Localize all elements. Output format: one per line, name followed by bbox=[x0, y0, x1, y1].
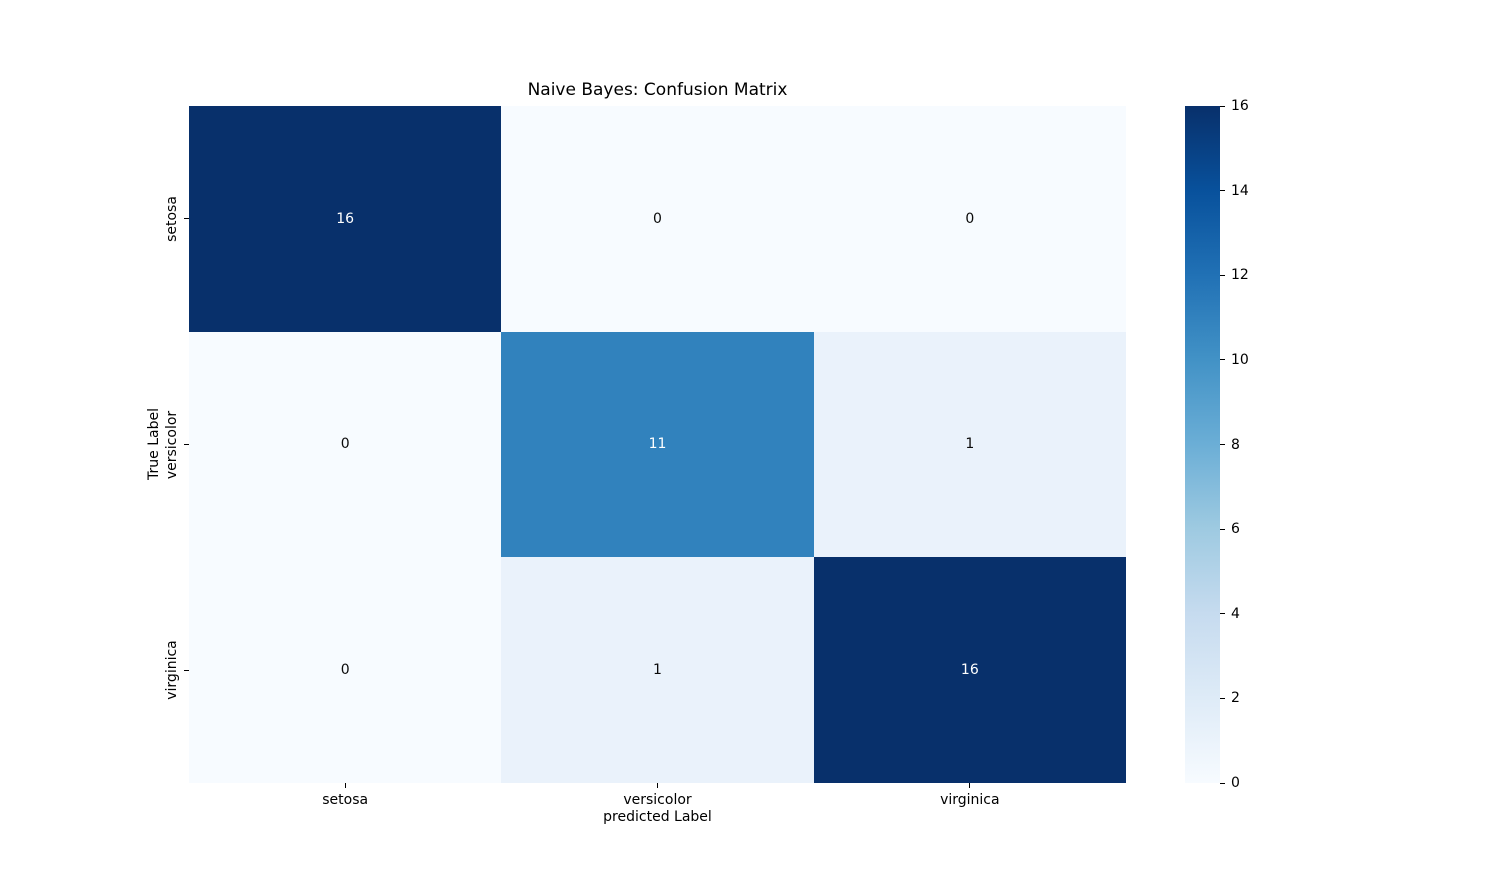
colorbar-tick-label-2: 2 bbox=[1231, 690, 1240, 707]
colorbar-tick-label-12: 12 bbox=[1231, 267, 1249, 284]
colorbar bbox=[1185, 106, 1220, 783]
x-tick-mark bbox=[344, 783, 346, 788]
colorbar-tick-mark bbox=[1220, 613, 1225, 615]
x-axis-label: predicted Label bbox=[603, 809, 712, 825]
colorbar-tick-mark bbox=[1220, 359, 1225, 361]
colorbar-tick-mark bbox=[1220, 782, 1225, 784]
y-axis-label: True Label bbox=[146, 408, 162, 480]
heatmap-cell-setosa-versicolor: 0 bbox=[501, 106, 814, 332]
heatmap-cell-virginica-setosa: 0 bbox=[189, 557, 502, 783]
heatmap-cell-versicolor-virginica: 1 bbox=[813, 331, 1126, 558]
colorbar-tick-label-16: 16 bbox=[1231, 98, 1249, 114]
heatmap-cell-versicolor-setosa: 0 bbox=[189, 331, 502, 558]
x-tick-label-setosa: setosa bbox=[322, 792, 369, 808]
colorbar-tick-label-4: 4 bbox=[1231, 605, 1240, 622]
y-tick-mark bbox=[184, 669, 189, 671]
heatmap-cell-setosa-setosa: 16 bbox=[189, 106, 502, 332]
colorbar-tick-label-0: 0 bbox=[1231, 775, 1240, 791]
colorbar-tick-mark bbox=[1220, 528, 1225, 530]
heatmap-cell-versicolor-versicolor: 11 bbox=[501, 331, 814, 558]
colorbar-tick-label-10: 10 bbox=[1231, 351, 1249, 368]
colorbar-tick-mark bbox=[1220, 444, 1225, 445]
heatmap-grid: 16 0 0 0 11 1 0 1 16 bbox=[189, 106, 1126, 783]
x-tick-label-versicolor: versicolor bbox=[623, 792, 692, 808]
y-tick-mark bbox=[184, 218, 189, 220]
colorbar-tick-mark bbox=[1220, 190, 1225, 192]
y-tick-mark bbox=[184, 444, 189, 445]
heatmap-cell-virginica-versicolor: 1 bbox=[501, 557, 814, 783]
heatmap-cell-setosa-virginica: 0 bbox=[813, 106, 1126, 332]
chart-title: Naive Bayes: Confusion Matrix bbox=[527, 80, 788, 100]
colorbar-tick-label-6: 6 bbox=[1231, 521, 1240, 538]
colorbar-tick-mark bbox=[1220, 274, 1225, 276]
colorbar-tick-mark bbox=[1220, 697, 1225, 699]
y-tick-label-versicolor: versicolor bbox=[164, 410, 180, 479]
colorbar-tick-label-8: 8 bbox=[1231, 436, 1240, 453]
x-tick-label-virginica: virginica bbox=[940, 792, 1000, 808]
colorbar-tick-mark bbox=[1220, 105, 1225, 107]
x-tick-mark bbox=[657, 783, 658, 788]
x-tick-mark bbox=[969, 783, 971, 788]
colorbar-tick-label-14: 14 bbox=[1231, 182, 1249, 199]
heatmap-cell-virginica-virginica: 16 bbox=[813, 557, 1126, 783]
y-tick-label-virginica: virginica bbox=[164, 640, 180, 700]
y-tick-label-setosa: setosa bbox=[164, 195, 180, 242]
